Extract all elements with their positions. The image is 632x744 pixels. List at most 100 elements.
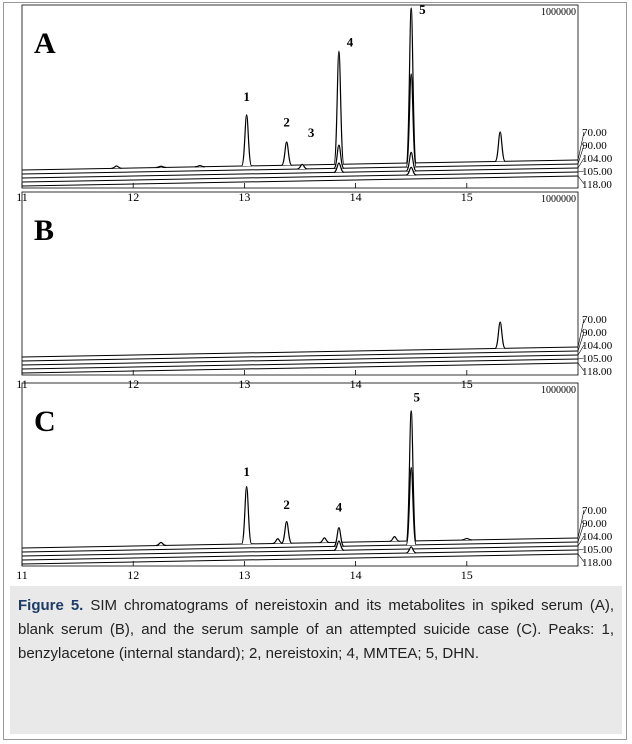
- peak: [461, 537, 472, 541]
- ion-label: 105.00: [582, 353, 613, 365]
- peak: [241, 486, 253, 545]
- peak: [333, 50, 345, 165]
- peak: [241, 114, 253, 167]
- ion-label: 90.00: [582, 140, 607, 152]
- panel-box: [21, 4, 579, 189]
- peak: [406, 546, 417, 554]
- ion-label: 70.00: [582, 127, 607, 139]
- ion-leader: [577, 175, 585, 185]
- ion-label: 90.00: [582, 327, 607, 339]
- panel-label: A: [34, 27, 56, 60]
- trace-baseline: [21, 553, 579, 565]
- trace-baseline: [21, 171, 579, 183]
- peak-label: 4: [336, 499, 343, 514]
- ion-label: 90.00: [582, 518, 607, 530]
- peak-label: 4: [347, 34, 354, 49]
- peak: [281, 141, 293, 166]
- x-tick-label: 12: [127, 377, 139, 391]
- x-tick-label: 11: [16, 568, 28, 582]
- peak: [111, 165, 122, 169]
- caption-label: Figure 5.: [18, 597, 84, 614]
- peak: [319, 537, 330, 544]
- peak: [194, 164, 205, 168]
- trace-baseline: [21, 545, 579, 557]
- peak: [389, 536, 400, 542]
- x-tick-label: 13: [238, 377, 250, 391]
- peak-label: 5: [419, 2, 426, 17]
- peak: [155, 541, 167, 547]
- figure-frame: [3, 2, 627, 740]
- panel-box: [21, 382, 579, 567]
- ion-leader: [577, 344, 585, 356]
- ion-leader: [577, 535, 585, 547]
- peak-label: 2: [283, 114, 290, 129]
- trace-baseline: [21, 358, 579, 370]
- x-tick-label: 14: [350, 568, 362, 582]
- peak-label: 1: [243, 464, 250, 479]
- trace-baseline: [21, 537, 579, 549]
- ion-leader: [577, 362, 585, 372]
- trace-baseline: [21, 350, 579, 362]
- ion-label: 118.00: [582, 366, 612, 378]
- trace-baseline: [21, 549, 579, 561]
- ion-label: 70.00: [582, 505, 607, 517]
- ion-leader: [577, 157, 585, 169]
- peak-label: 2: [283, 497, 290, 512]
- trace-baseline: [21, 163, 579, 175]
- ion-leader: [577, 144, 585, 165]
- peak-label: 5: [414, 389, 421, 404]
- peak: [405, 466, 417, 546]
- ion-leader: [577, 131, 585, 161]
- peak: [405, 151, 417, 172]
- x-tick-label: 14: [350, 190, 362, 204]
- ion-leader: [577, 357, 585, 360]
- peak: [333, 540, 345, 551]
- peak: [272, 538, 283, 544]
- panel-label: C: [34, 405, 56, 438]
- ion-leader: [577, 509, 585, 539]
- trace-baseline: [21, 362, 579, 374]
- x-tick-label: 15: [461, 568, 473, 582]
- ion-leader: [577, 331, 585, 352]
- ion-leader: [577, 553, 585, 563]
- trace-baseline: [21, 167, 579, 179]
- full-scale-label: 1000000: [541, 385, 576, 396]
- peak: [406, 166, 417, 176]
- x-tick-label: 12: [127, 568, 139, 582]
- ion-label: 118.00: [582, 179, 612, 191]
- ion-leader: [577, 548, 585, 551]
- caption: Figure 5. SIM chromatograms of nereistox…: [10, 586, 622, 734]
- x-tick-label: 14: [350, 377, 362, 391]
- panel-label: B: [34, 214, 54, 247]
- ion-label: 104.00: [582, 153, 613, 165]
- trace-baseline: [21, 175, 579, 187]
- trace-baseline: [21, 541, 579, 553]
- peak: [297, 163, 308, 170]
- full-scale-label: 1000000: [541, 7, 576, 18]
- x-tick-label: 12: [127, 190, 139, 204]
- ion-label: 104.00: [582, 531, 613, 543]
- peak: [333, 527, 345, 547]
- ion-label: 104.00: [582, 340, 613, 352]
- ion-label: 105.00: [582, 544, 613, 556]
- peak: [281, 520, 293, 544]
- trace-baseline: [21, 354, 579, 366]
- ion-label: 118.00: [582, 557, 612, 569]
- peak: [333, 144, 345, 169]
- x-tick-label: 13: [238, 190, 250, 204]
- x-tick-label: 15: [461, 190, 473, 204]
- ion-leader: [577, 318, 585, 348]
- peak: [494, 131, 506, 162]
- x-tick-label: 13: [238, 568, 250, 582]
- caption-text: SIM chromatograms of nereistoxin and its…: [18, 597, 614, 662]
- peak: [155, 165, 167, 169]
- trace-baseline: [21, 346, 579, 358]
- peak-label: 3: [308, 125, 315, 140]
- peak: [333, 162, 345, 173]
- full-scale-label: 1000000: [541, 194, 576, 205]
- x-tick-label: 15: [461, 377, 473, 391]
- ion-leader: [577, 522, 585, 543]
- ion-label: 105.00: [582, 166, 613, 178]
- panel-box: [21, 191, 579, 376]
